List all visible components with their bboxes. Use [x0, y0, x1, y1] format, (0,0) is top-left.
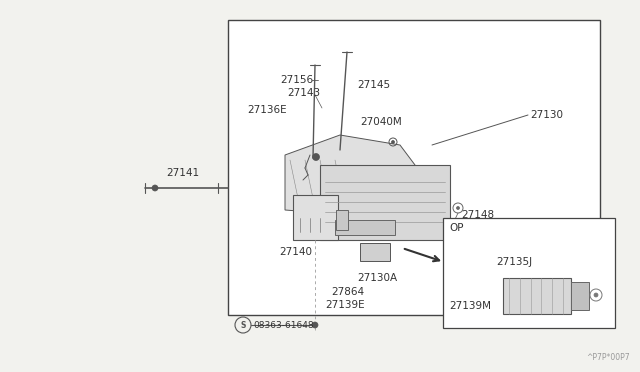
Text: 08363-61648: 08363-61648 — [253, 321, 314, 330]
Text: OP: OP — [449, 223, 463, 233]
Text: 27140: 27140 — [279, 247, 312, 257]
Text: 27864: 27864 — [332, 287, 365, 297]
Bar — [360, 243, 390, 261]
Text: 27141: 27141 — [166, 168, 199, 178]
Text: 27148: 27148 — [461, 210, 494, 220]
Circle shape — [456, 206, 460, 209]
Text: 27139E: 27139E — [325, 300, 365, 310]
Bar — [293, 195, 338, 240]
Text: 27139M: 27139M — [449, 301, 491, 311]
Bar — [228, 20, 600, 315]
Text: 27145: 27145 — [357, 80, 390, 90]
Text: 27130: 27130 — [530, 110, 563, 120]
Text: S: S — [240, 321, 246, 330]
Bar — [571, 282, 589, 310]
Circle shape — [594, 293, 598, 297]
Bar — [503, 278, 571, 314]
Polygon shape — [285, 135, 415, 215]
Bar — [320, 165, 450, 240]
Circle shape — [152, 185, 158, 191]
Text: 27136E: 27136E — [247, 105, 287, 115]
Circle shape — [312, 322, 318, 328]
Circle shape — [392, 141, 394, 144]
Text: 27135J: 27135J — [496, 257, 532, 267]
Text: 27040M: 27040M — [360, 117, 402, 127]
Text: 27143: 27143 — [287, 88, 320, 98]
Text: ^P7P*00P7: ^P7P*00P7 — [586, 353, 630, 362]
Text: 27156: 27156 — [280, 75, 313, 85]
Circle shape — [312, 154, 319, 160]
Bar — [443, 218, 615, 328]
Text: 27130A: 27130A — [357, 273, 397, 283]
Bar — [335, 220, 395, 235]
Bar — [336, 210, 348, 230]
